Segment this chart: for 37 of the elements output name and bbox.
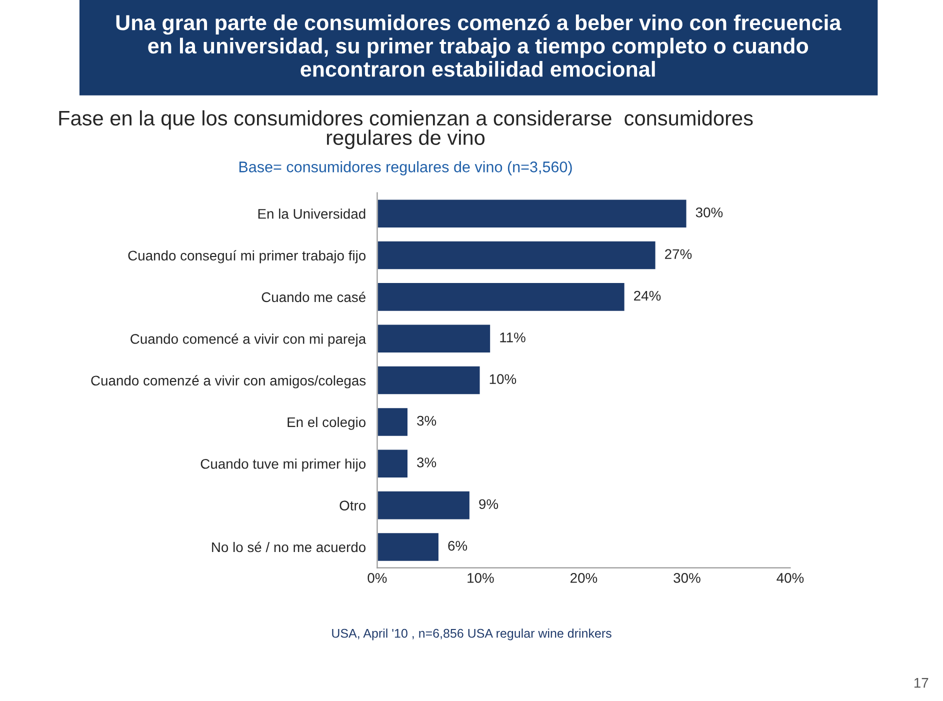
- x-tick-label: 40%: [776, 573, 804, 583]
- data-label: 3%: [417, 416, 436, 426]
- y-tick-label: En el colegio: [288, 416, 366, 430]
- bar: [377, 532, 440, 562]
- chart-title: Una gran parte de consumidores comenzó a beber vino con frecuencia en la universidad, su primer trabajo a tiempo completo o cuando encontraron estabilidad emocional: [116, 14, 842, 77]
- y-tick-label: En la Universidad: [258, 208, 366, 219]
- text: 17: [914, 678, 928, 688]
- bar: [377, 406, 409, 438]
- y-tick-label: Cuando me casé: [262, 292, 366, 302]
- data-label: 27%: [665, 249, 692, 259]
- text: USA, April '10 , n=6,856 USA regular wine drinkers: [332, 628, 612, 640]
- y-tick-label: Cuando tuve mi primer hijo: [200, 458, 366, 472]
- bar: [377, 323, 492, 354]
- y-tick-label: Cuando comenzé a vivir con amigos/colegas: [91, 375, 366, 388]
- bar: [377, 282, 626, 312]
- x-tick-label: 30%: [674, 573, 700, 583]
- bar: [377, 198, 688, 229]
- data-label: 3%: [417, 458, 436, 468]
- data-label: 10%: [490, 374, 516, 384]
- data-label: 9%: [479, 499, 498, 510]
- data-label: 11%: [500, 332, 526, 342]
- data-label: 30%: [696, 208, 723, 218]
- bar: [377, 448, 409, 479]
- bar: [377, 490, 471, 521]
- y-tick-label: No lo sé / no me acuerdo: [212, 542, 366, 552]
- text: Base= consumidores regulares de vino (n=3,560): [239, 161, 572, 176]
- x-tick-label: 20%: [570, 573, 598, 583]
- x-tick-label: 10%: [468, 573, 494, 583]
- bar: [377, 365, 482, 396]
- y-tick-label: Otro: [340, 500, 366, 510]
- x-tick-label: 0%: [368, 573, 387, 583]
- bar: [377, 240, 657, 271]
- y-tick-label: Cuando conseguí mi primer trabajo fijo: [128, 250, 366, 264]
- data-label: 24%: [634, 290, 661, 301]
- data-label: 6%: [448, 540, 468, 551]
- chart-subtitle: Fase en la que los consumidores comienzan a considerarse consumidores regulares de vino: [59, 110, 753, 150]
- y-tick-label: Cuando comencé a vivir con mi pareja: [130, 334, 366, 347]
